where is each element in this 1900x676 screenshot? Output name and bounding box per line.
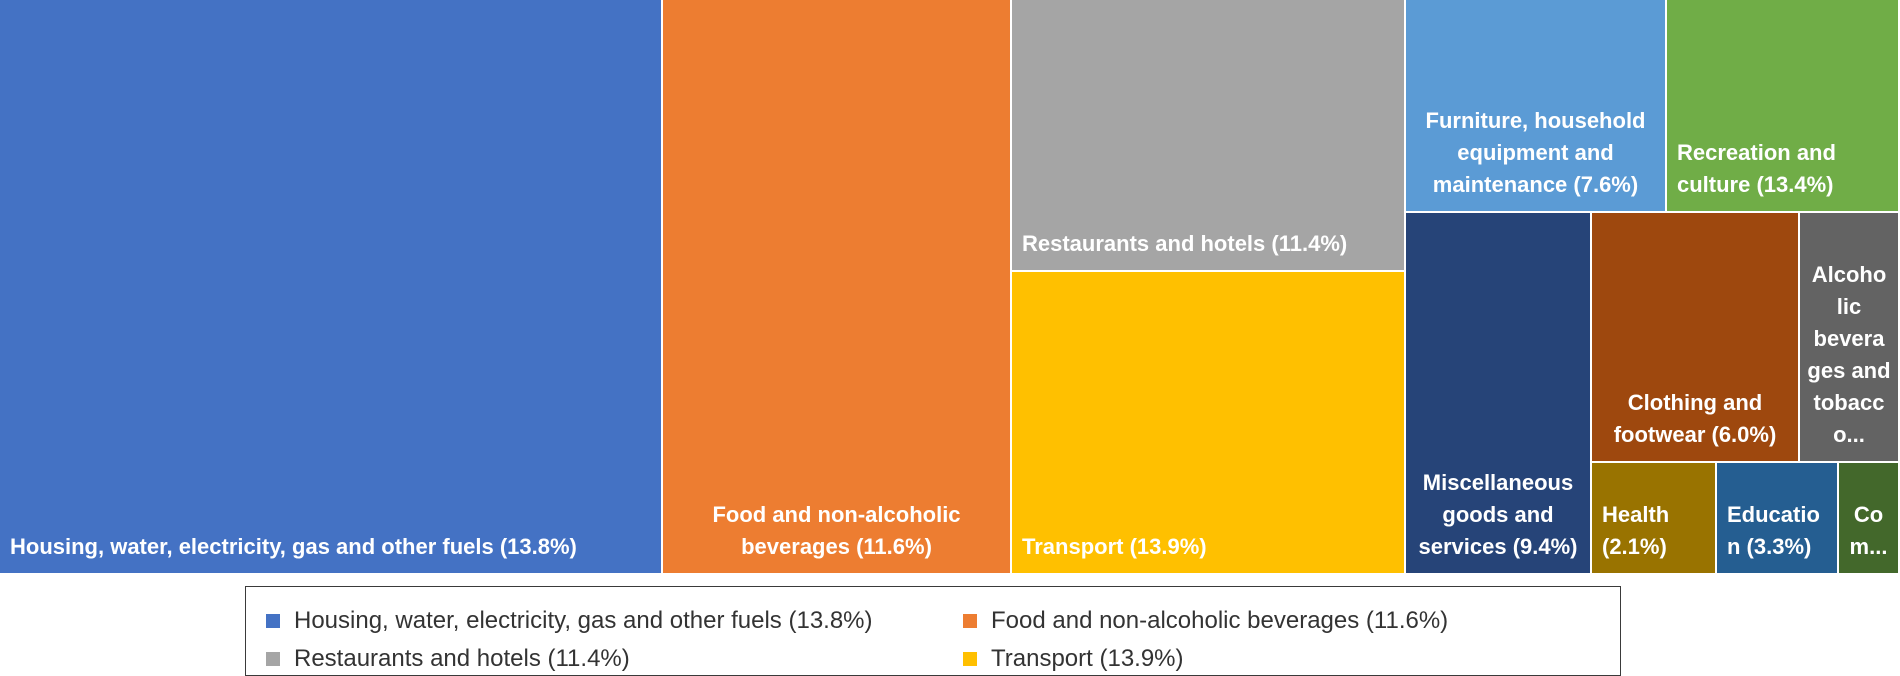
tile-food: Food and non-alcoholic beverages (11.6%) [663,0,1012,575]
tile-label-furniture: Furniture, household equipment and maint… [1425,108,1646,197]
legend-swatch-transport [963,652,977,666]
tile-label-education: Educatio n (3.3%) [1727,502,1820,559]
tile-label-alcohol: Alcoho lic bevera ges and tobacc o... [1807,262,1891,447]
legend-label-food: Food and non-alcoholic beverages (11.6%) [991,607,1449,634]
tile-label-transport: Transport (13.9%) [1022,534,1207,559]
tile-health: Health (2.1%) [1592,463,1717,575]
legend-entry-restaurants: Restaurants and hotels (11.4%) [266,645,630,673]
tile-transport: Transport (13.9%) [1012,272,1406,575]
legend-label-transport: Transport (13.9%) [991,645,1184,672]
legend-entry-transport: Transport (13.9%) [963,645,1184,673]
tile-recreation: Recreation and culture (13.4%) [1667,0,1900,213]
tile-housing: Housing, water, electricity, gas and oth… [0,0,663,575]
treemap-chart: Housing, water, electricity, gas and oth… [0,0,1900,575]
tile-restaurants: Restaurants and hotels (11.4%) [1012,0,1406,272]
legend-swatch-restaurants [266,652,280,666]
tile-label-comm: Co m... [1849,502,1888,559]
tile-label-misc: Miscellaneous goods and services (9.4%) [1418,470,1578,559]
legend-swatch-housing [266,614,280,628]
tile-label-health: Health (2.1%) [1602,502,1670,559]
tile-label-housing: Housing, water, electricity, gas and oth… [10,534,577,559]
tile-comm: Co m... [1839,463,1900,575]
tile-label-restaurants: Restaurants and hotels (11.4%) [1022,231,1348,256]
legend-entry-food: Food and non-alcoholic beverages (11.6%) [963,607,1448,635]
tile-alcohol: Alcoho lic bevera ges and tobacc o... [1800,213,1900,463]
tile-furniture: Furniture, household equipment and maint… [1406,0,1667,213]
tile-label-clothing: Clothing and footwear (6.0%) [1613,390,1777,447]
legend-label-housing: Housing, water, electricity, gas and oth… [294,607,873,634]
tile-label-food: Food and non-alcoholic beverages (11.6%) [712,502,961,559]
tile-clothing: Clothing and footwear (6.0%) [1592,213,1800,463]
chart-legend: Housing, water, electricity, gas and oth… [245,586,1621,676]
tile-education: Educatio n (3.3%) [1717,463,1839,575]
legend-swatch-food [963,614,977,628]
legend-entry-housing: Housing, water, electricity, gas and oth… [266,607,873,635]
tile-misc: Miscellaneous goods and services (9.4%) [1406,213,1592,575]
tile-label-recreation: Recreation and culture (13.4%) [1677,140,1836,197]
legend-label-restaurants: Restaurants and hotels (11.4%) [294,645,630,672]
